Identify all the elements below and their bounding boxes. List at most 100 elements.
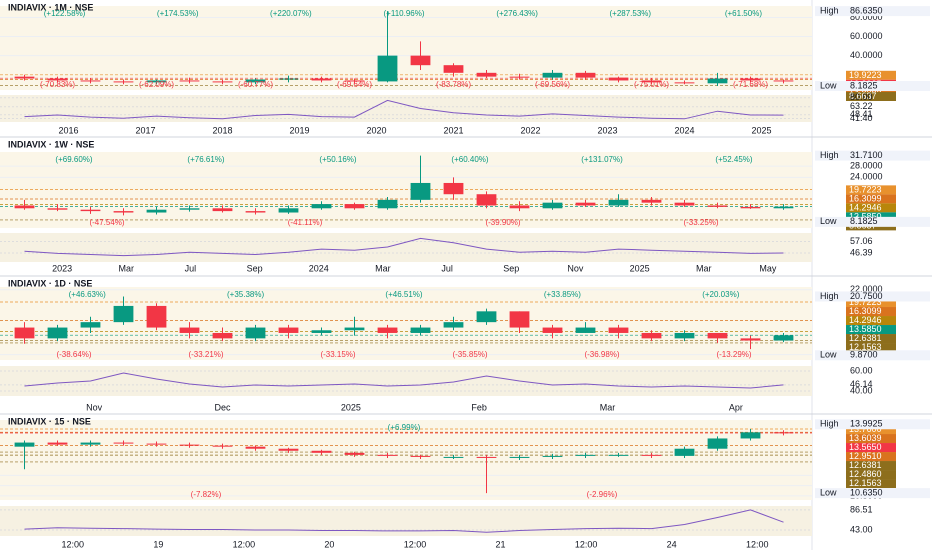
candle-body — [311, 450, 332, 453]
candle-body — [575, 327, 596, 333]
x-tick-label: 21 — [496, 539, 506, 549]
extreme-tag — [815, 81, 930, 92]
level-tag — [846, 461, 896, 471]
extreme-tag — [815, 150, 930, 161]
candle-body — [641, 80, 662, 83]
level-tag — [846, 434, 896, 444]
level-label: 12.1563 — [849, 478, 882, 488]
loss-annotation: (-38.64%) — [56, 350, 91, 359]
candle-body — [410, 182, 431, 200]
extreme-name: Low — [820, 488, 837, 498]
candle-body — [179, 80, 200, 82]
candle-body — [113, 81, 134, 83]
x-tick-label: 2025 — [751, 125, 771, 135]
candle-body — [476, 456, 497, 458]
candle-body — [212, 208, 233, 212]
candle-body — [707, 78, 728, 84]
indicator-tick-label: 41.40 — [850, 113, 873, 123]
candle-body — [377, 55, 398, 82]
extreme-label: 13.9925 — [850, 419, 883, 429]
extreme-name: High — [820, 291, 839, 301]
candle-body — [476, 311, 497, 323]
extreme-tag — [815, 216, 930, 227]
candle-body — [278, 208, 299, 213]
gain-annotation: (+131.07%) — [581, 155, 623, 164]
candle-body — [740, 432, 761, 439]
loss-annotation: (-35.85%) — [452, 350, 487, 359]
candle-body — [80, 442, 101, 445]
x-tick-label: 2023 — [597, 125, 617, 135]
level-tag — [846, 307, 896, 317]
level-label: 13.5850 — [849, 324, 882, 334]
candle-body — [278, 448, 299, 451]
extreme-name: High — [820, 419, 839, 429]
candle-body — [608, 454, 629, 456]
x-tick-label: 2020 — [366, 125, 386, 135]
x-tick-label: 12:00 — [233, 539, 256, 549]
gain-annotation: (+122.58%) — [44, 9, 86, 18]
candle-body — [476, 72, 497, 77]
level-label: 12.6381 — [849, 460, 882, 470]
extreme-tag — [815, 419, 930, 430]
level-tag — [846, 325, 896, 335]
gain-annotation: (+287.53%) — [609, 9, 651, 18]
gain-annotation: (+50.16%) — [319, 155, 356, 164]
loss-annotation: (-70.83%) — [40, 80, 75, 89]
candle-body — [179, 327, 200, 333]
candle-body — [410, 455, 431, 457]
candle-body — [80, 209, 101, 212]
x-tick-label: 20 — [324, 539, 334, 549]
candle-body — [674, 332, 695, 339]
candle-body — [311, 204, 332, 209]
x-tick-label: 12:00 — [746, 539, 769, 549]
extreme-label: 10.6350 — [850, 488, 883, 498]
loss-annotation: (-33.15%) — [320, 350, 355, 359]
zone-band — [0, 6, 812, 90]
level-label: 19.7223 — [849, 185, 882, 195]
candle-body — [14, 442, 35, 447]
candle-body — [146, 305, 167, 328]
candle-body — [575, 72, 596, 78]
candle-body — [443, 322, 464, 328]
loss-annotation: (-13.29%) — [716, 350, 751, 359]
indicator-line — [24, 237, 784, 257]
x-tick-label: 2025 — [630, 263, 650, 273]
extreme-label: 31.7100 — [850, 150, 883, 160]
candle-body — [542, 72, 563, 78]
y-tick-label: 60.0000 — [850, 31, 883, 41]
x-tick-label: Mar — [600, 402, 616, 412]
level-label: 16.3099 — [849, 306, 882, 316]
candle-body — [212, 81, 233, 83]
extreme-label: 9.8700 — [850, 350, 878, 360]
x-tick-label: 2025 — [341, 402, 361, 412]
candle-body — [212, 332, 233, 339]
zone-band — [0, 152, 812, 228]
level-label: 13.6039 — [849, 433, 882, 443]
gain-annotation: (+20.03%) — [702, 290, 739, 299]
gain-annotation: (+46.51%) — [385, 290, 422, 299]
candle-body — [179, 444, 200, 446]
level-label: 12.1563 — [849, 342, 882, 352]
gain-annotation: (+35.38%) — [227, 290, 264, 299]
loss-annotation: (-69.64%) — [337, 80, 372, 89]
y-tick-label: 80.0000 — [850, 12, 883, 22]
candle-body — [410, 55, 431, 66]
candle-body — [509, 311, 530, 328]
candle-body — [608, 199, 629, 206]
x-tick-label: 2019 — [289, 125, 309, 135]
loss-annotation: (-39.90%) — [485, 218, 520, 227]
candle-body — [377, 327, 398, 333]
x-tick-label: Mar — [696, 263, 712, 273]
candle-body — [575, 454, 596, 456]
level-tag — [846, 470, 896, 480]
candle-body — [773, 335, 794, 341]
x-tick-label: Feb — [471, 402, 487, 412]
candle-body — [773, 432, 794, 434]
loss-annotation: (-47.54%) — [89, 218, 124, 227]
candle-body — [443, 65, 464, 73]
gain-annotation: (+220.07%) — [270, 9, 312, 18]
x-tick-label: Mar — [375, 263, 391, 273]
candle-body — [773, 206, 794, 209]
extreme-tag — [815, 6, 930, 17]
panel-title: INDIAVIX · 1M · NSE — [8, 2, 93, 12]
